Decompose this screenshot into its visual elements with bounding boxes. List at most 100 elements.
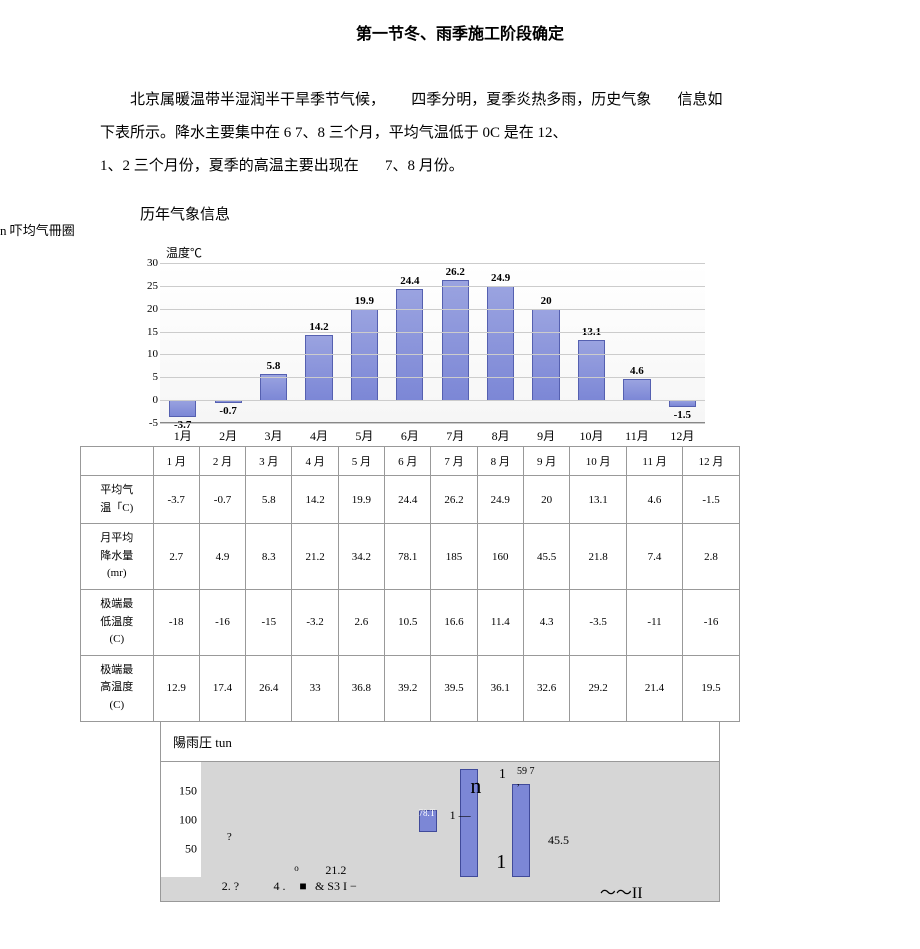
temp-bar [623, 379, 650, 400]
temp-bar [669, 400, 696, 407]
table-cell: 10.5 [385, 589, 431, 655]
rain-ytick: 150 [179, 783, 197, 798]
rain-ytick: 50 [185, 841, 197, 856]
rain-bar-label: 78.T [419, 808, 436, 818]
temp-y-label: 温度℃ [166, 244, 820, 261]
table-cell: 5.8 [246, 476, 292, 524]
section-label: 历年气象信息 [140, 203, 820, 224]
para-l1a: 北京属暖温带半湿润半干旱季节气候， [130, 92, 385, 108]
table-col-header: 6 月 [385, 447, 431, 476]
table-col-header: 5 月 [338, 447, 384, 476]
table-cell: -11 [627, 589, 683, 655]
temp-gridline [160, 286, 705, 287]
table-cell: 4.9 [199, 524, 245, 590]
table-cell: 21.8 [570, 524, 627, 590]
table-cell: 2.7 [153, 524, 199, 590]
temp-bar [396, 289, 423, 401]
table-cell: -15 [246, 589, 292, 655]
table-col-header: 4 月 [292, 447, 338, 476]
rain-bottom-annotation: 21.2 [325, 863, 346, 878]
temp-gridline [160, 377, 705, 378]
temp-xlabel: 9月 [523, 423, 568, 444]
temp-ytick: 10 [147, 348, 158, 360]
temp-col: 19.9 [342, 263, 387, 422]
rain-bottom-annotation: 2. ? [222, 879, 239, 894]
table-cell: 20 [523, 476, 569, 524]
table-cell: 8.3 [246, 524, 292, 590]
para-l2: 下表所示。降水主要集中在 6 7、8 三个月，平均气温低于 0C 是在 12、 [100, 125, 568, 141]
table-row: 极端最高温度(C)12.917.426.43336.839.239.536.13… [81, 655, 740, 721]
rain-annotation: 1 [496, 851, 506, 874]
temp-ytick: 0 [153, 394, 159, 406]
table-col-header: 1 月 [153, 447, 199, 476]
temp-gridline [160, 354, 705, 355]
temp-col: 5.8 [251, 263, 296, 422]
table-cell: -3.2 [292, 589, 338, 655]
temp-col: 24.4 [387, 263, 432, 422]
table-cell: 160 [477, 524, 523, 590]
temp-gridline [160, 309, 705, 310]
temp-xlabel: 2月 [205, 423, 250, 444]
table-cell: 24.9 [477, 476, 523, 524]
rain-annotation: 1 — [450, 808, 471, 823]
page-title: 第一节冬、雨季施工阶段确定 [100, 20, 820, 44]
temp-bar-value: 20 [523, 295, 568, 307]
table-cell: 45.5 [523, 524, 569, 590]
table-col-header: 3 月 [246, 447, 292, 476]
rain-annotation: 59 7, [517, 766, 535, 788]
table-row-header: 极端最低温度(C) [81, 589, 154, 655]
table-row-header: 月平均降水量(mr) [81, 524, 154, 590]
temp-gridline [160, 423, 705, 424]
rain-bottom-annotation: & S3 I − [315, 879, 357, 894]
table-corner [81, 447, 154, 476]
temp-ytick: 30 [147, 257, 158, 269]
rain-bottom-annotation: 4 . [274, 879, 286, 894]
temp-xlabel: 4月 [296, 423, 341, 444]
temp-col: -3.7 [160, 263, 205, 422]
temp-bar-value: 19.9 [342, 295, 387, 307]
temp-ytick: 15 [147, 326, 158, 338]
side-label: n 吓均气冊圈 [0, 220, 75, 239]
temp-col: -1.5 [660, 263, 705, 422]
temp-xlabel: 5月 [342, 423, 387, 444]
table-row: 月平均降水量(mr)2.74.98.321.234.278.118516045.… [81, 524, 740, 590]
table-row-header: 平均气温「C) [81, 476, 154, 524]
temp-bar [305, 335, 332, 400]
temp-bar-value: -0.7 [205, 405, 250, 417]
temp-xlabel: 3月 [251, 423, 296, 444]
rain-annotation: n [470, 773, 481, 799]
temp-bar-value: 26.2 [433, 266, 478, 278]
temp-ytick: 25 [147, 280, 158, 292]
table-cell: -3.5 [570, 589, 627, 655]
rain-bottom-annotation: ■ [299, 879, 306, 894]
table-cell: 36.8 [338, 655, 384, 721]
table-cell: 2.6 [338, 589, 384, 655]
temp-xlabel: 12月 [660, 423, 705, 444]
temp-bar-value: 24.9 [478, 272, 523, 284]
table-cell: 185 [431, 524, 477, 590]
temp-xlabel: 11月 [614, 423, 659, 444]
table-cell: 13.1 [570, 476, 627, 524]
table-cell: 24.4 [385, 476, 431, 524]
table-cell: 39.2 [385, 655, 431, 721]
rain-annotation: 1 [499, 767, 506, 783]
table-cell: 78.1 [385, 524, 431, 590]
table-cell: 4.6 [627, 476, 683, 524]
temp-xlabel: 6月 [387, 423, 432, 444]
temp-gridline [160, 332, 705, 333]
rain-ytick: 100 [179, 812, 197, 827]
temp-bar [487, 286, 514, 400]
rain-annotation: ? [227, 831, 232, 843]
temp-ytick: 20 [147, 303, 158, 315]
temp-bar-value: -3.7 [160, 419, 205, 431]
temp-col: 14.2 [296, 263, 341, 422]
table-cell: -18 [153, 589, 199, 655]
rain-bar [512, 784, 530, 877]
rainfall-chart: 陽雨圧 tun 50100150 78.T?n159 7,1 —145.5 2.… [160, 722, 720, 902]
temp-col: 26.2 [433, 263, 478, 422]
temp-xlabel: 7月 [433, 423, 478, 444]
temp-gridline [160, 400, 705, 401]
para-l3b: 7、8 月份。 [385, 158, 464, 174]
table-cell: 21.4 [627, 655, 683, 721]
temp-bar [442, 280, 469, 400]
